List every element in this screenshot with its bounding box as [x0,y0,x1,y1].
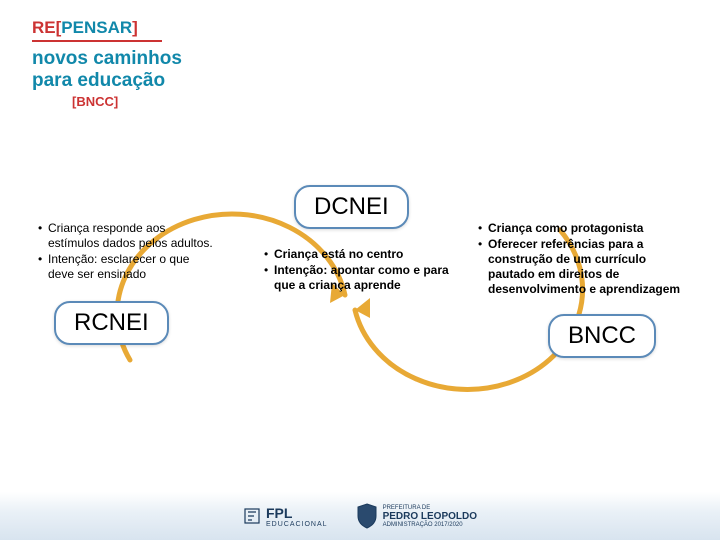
rcnei-box: RCNEI [54,301,169,345]
bncc-bullets: •Criança como protagonista •Oferecer ref… [478,221,693,297]
dcnei-box: DCNEI [294,185,409,229]
bracket-close: ] [132,18,138,37]
subtitle-line-1: novos caminhos [32,48,720,70]
column-rcnei: •Criança responde aos estímulos dados pe… [38,221,213,345]
footer-fpl: FPL EDUCACIONAL [243,505,328,528]
logo-repensar: RE[PENSAR] [32,18,720,38]
fpl-text: FPL [266,505,328,521]
footer: FPL EDUCACIONAL PREFEITURA DE PEDRO LEOP… [0,492,720,540]
evolution-diagram: •Criança responde aos estímulos dados pe… [0,185,720,475]
logo-underline [32,40,162,42]
bncc-bullet-1: Criança como protagonista [488,221,693,236]
dcnei-bullets: •Criança está no centro •Intenção: apont… [264,247,452,293]
header: RE[PENSAR] novos caminhos para educação … [0,0,720,109]
fpl-logo-icon [243,507,261,525]
rcnei-bullets: •Criança responde aos estímulos dados pe… [38,221,213,282]
rcnei-bullet-2: Intenção: esclarecer o que deve ser ensi… [48,252,213,282]
rcnei-bullet-1: Criança responde aos estímulos dados pel… [48,221,213,251]
bncc-tag: [BNCC] [72,94,720,109]
city-shield-icon [356,503,378,529]
bncc-bullet-2: Oferecer referências para a construção d… [488,237,693,297]
city-name: PEDRO LEOPOLDO [383,511,477,522]
bncc-box: BNCC [548,314,656,358]
subtitle-line-2: para educação [32,70,720,92]
footer-city: PREFEITURA DE PEDRO LEOPOLDO ADMINISTRAÇ… [356,503,477,529]
column-bncc: •Criança como protagonista •Oferecer ref… [478,221,693,358]
column-dcnei: DCNEI •Criança está no centro •Intenção:… [262,185,452,294]
dcnei-bullet-1: Criança está no centro [274,247,452,262]
subtitle: novos caminhos para educação [32,48,720,92]
logo-re-text: RE [32,18,56,37]
fpl-sub: EDUCACIONAL [266,521,328,528]
logo-pensar-text: PENSAR [61,18,132,37]
city-admin: ADMINISTRAÇÃO 2017/2020 [383,522,477,528]
dcnei-bullet-2: Intenção: apontar como e para que a cria… [274,263,452,293]
